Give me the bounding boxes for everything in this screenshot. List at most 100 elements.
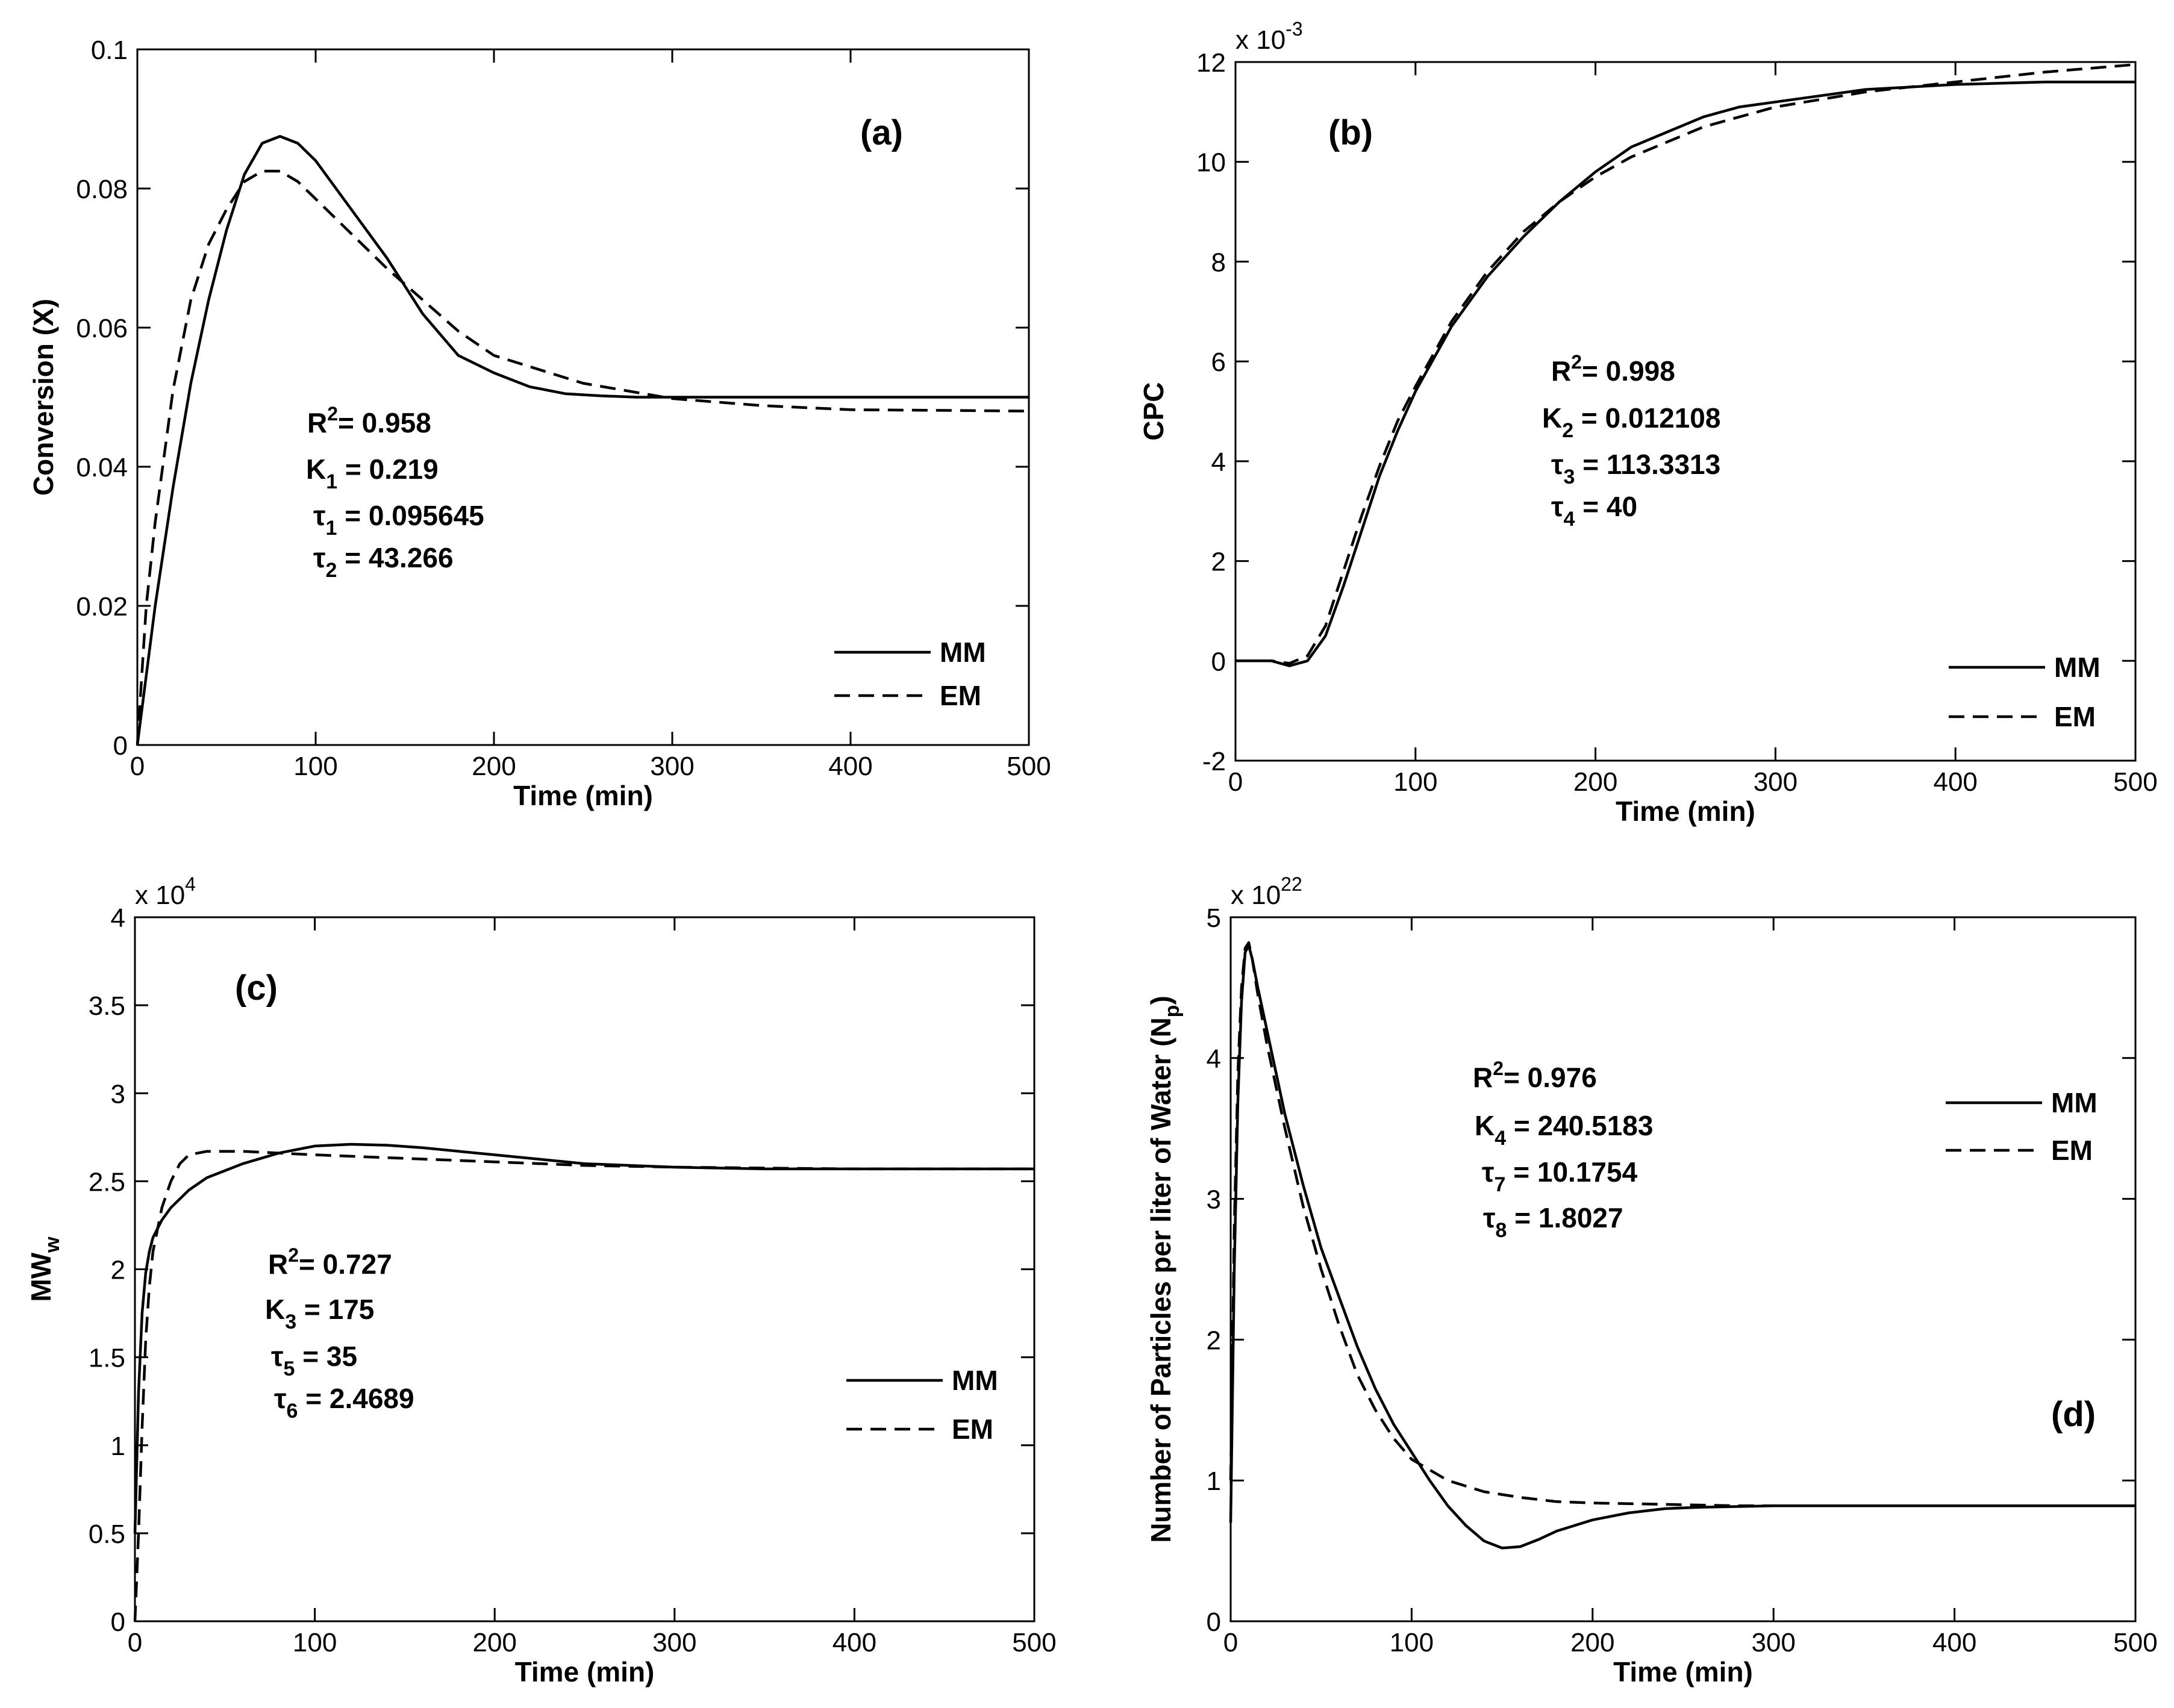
y-tick-label: 0	[1207, 1607, 1221, 1637]
fit-annotation: τ1 = 0.095645	[313, 500, 484, 540]
fit-annotation: τ2 = 43.266	[313, 542, 454, 582]
legend-label-em: EM	[952, 1413, 993, 1445]
y-tick-label: 2	[111, 1256, 125, 1285]
legend-label-mm: MM	[952, 1365, 998, 1396]
y-tick-label: 2	[1211, 547, 1226, 577]
x-tick-label: 500	[2113, 1628, 2157, 1657]
x-tick-label: 0	[128, 1628, 142, 1657]
fit-annotation: R2= 0.958	[307, 403, 431, 438]
x-tick-label: 100	[293, 1628, 337, 1657]
x-tick-label: 300	[1754, 767, 1798, 797]
x-tick-label: 0	[1223, 1628, 1238, 1657]
y-tick-label: 2.5	[89, 1167, 125, 1197]
y-tick-label: 3.5	[89, 991, 125, 1021]
fit-annotation: τ3 = 113.3313	[1551, 449, 1720, 488]
fit-annotation: K4 = 240.5183	[1475, 1110, 1653, 1150]
legend-label-mm: MM	[2051, 1087, 2097, 1118]
y-tick-label: 12	[1196, 48, 1226, 78]
y-exponent-label: x 10-3	[1235, 18, 1303, 55]
y-tick-label: 0	[1211, 647, 1226, 676]
y-tick-label: 8	[1211, 248, 1226, 277]
y-tick-label: 1	[111, 1432, 125, 1461]
y-tick-label: 3	[111, 1079, 125, 1109]
x-tick-label: 400	[832, 1628, 876, 1657]
x-axis-label: Time (min)	[515, 1656, 655, 1688]
y-tick-label: 0.08	[76, 175, 128, 204]
legend-label-mm: MM	[2054, 652, 2101, 683]
x-tick-label: 300	[1751, 1628, 1795, 1657]
y-tick-label: 1.5	[89, 1344, 125, 1373]
x-axis-label: Time (min)	[1616, 796, 1755, 827]
series-line-mm	[1235, 80, 2135, 667]
y-tick-label: 4	[111, 903, 125, 933]
y-tick-label: -2	[1202, 747, 1226, 776]
panel-label: (a)	[860, 113, 903, 152]
x-tick-label: 0	[130, 752, 145, 781]
y-axis-label: Conversion (X)	[28, 299, 59, 496]
x-tick-label: 400	[1932, 1628, 1976, 1657]
y-tick-label: 2	[1207, 1326, 1221, 1355]
y-tick-label: 6	[1211, 348, 1226, 377]
legend-label-em: EM	[940, 680, 981, 711]
x-tick-label: 200	[472, 1628, 516, 1657]
y-exponent-label: x 104	[135, 873, 196, 910]
y-tick-label: 5	[1207, 903, 1221, 933]
x-tick-label: 300	[652, 1628, 696, 1657]
fit-annotation: K1 = 0.219	[306, 453, 439, 493]
x-tick-label: 500	[1007, 752, 1051, 781]
fit-annotation: K2 = 0.012108	[1542, 402, 1720, 442]
chart-panel-a: 0 100 200 300 400 500 0 0.02 0.04 0.06 0.08 0.1 Time…	[28, 36, 1051, 811]
x-axis-label: Time (min)	[513, 780, 653, 811]
series-line-em	[136, 169, 1029, 746]
legend-label-em: EM	[2051, 1135, 2093, 1166]
y-tick-label: 0.02	[76, 592, 128, 622]
series-line-em	[133, 1150, 1034, 1622]
y-tick-label: 10	[1196, 148, 1226, 178]
legend-label-em: EM	[2054, 701, 2096, 732]
y-axis-label: CPC	[1138, 382, 1169, 440]
x-tick-label: 100	[1390, 1628, 1434, 1657]
fit-annotation: τ4 = 40	[1551, 491, 1637, 531]
y-tick-label: 0.5	[89, 1519, 125, 1549]
x-tick-label: 100	[293, 752, 337, 781]
x-tick-label: 200	[1570, 1628, 1614, 1657]
plot-frame	[1234, 61, 2137, 762]
y-tick-label: 0.1	[91, 36, 128, 65]
y-exponent-label: x 1022	[1231, 873, 1302, 910]
y-axis-label: MWw	[25, 1236, 64, 1302]
panel-label: (d)	[2051, 1395, 2096, 1434]
x-tick-label: 500	[2113, 767, 2157, 797]
fit-annotation: R2= 0.727	[268, 1244, 392, 1280]
series-line-em	[1235, 63, 2136, 665]
y-tick-label: 0.06	[76, 314, 128, 343]
x-tick-label: 400	[1933, 767, 1977, 797]
y-tick-label: 1	[1207, 1466, 1221, 1496]
fit-annotation: K3 = 175	[265, 1294, 374, 1333]
panel-label: (c)	[235, 968, 278, 1008]
series-line-em	[1229, 941, 2135, 1507]
y-tick-label: 4	[1207, 1044, 1221, 1074]
x-axis-label: Time (min)	[1613, 1656, 1753, 1688]
x-tick-label: 0	[1228, 767, 1243, 797]
y-tick-label: 0.04	[76, 453, 128, 482]
x-tick-label: 500	[1012, 1628, 1056, 1657]
fit-annotation: τ5 = 35	[271, 1341, 357, 1380]
fit-annotation: R2= 0.976	[1473, 1058, 1597, 1093]
y-axis-label: Number of Particles per liter of Water (…	[1145, 996, 1184, 1543]
plot-frame	[1229, 916, 2137, 1622]
y-tick-label: 0	[113, 731, 128, 761]
chart-panel-d: 0 100 200 300 400 500 0 1 2 3 4 5 x 1022 Time (min) Nu…	[1145, 873, 2158, 1688]
x-tick-label: 400	[828, 752, 872, 781]
fit-annotation: τ8 = 1.8027	[1483, 1202, 1623, 1242]
x-tick-label: 300	[650, 752, 694, 781]
fit-annotation: τ7 = 10.1754	[1482, 1156, 1638, 1196]
x-tick-label: 100	[1393, 767, 1437, 797]
fit-annotation: R2= 0.998	[1551, 351, 1675, 387]
fit-annotation: τ6 = 2.4689	[274, 1383, 414, 1423]
series-line-mm	[136, 135, 1029, 746]
chart-panel-c: 0 100 200 300 400 500 0 0.5 1 1.5 2 2.5 3 3.5 4 x 104 Ti…	[25, 873, 1057, 1688]
y-tick-label: 0	[111, 1607, 125, 1637]
